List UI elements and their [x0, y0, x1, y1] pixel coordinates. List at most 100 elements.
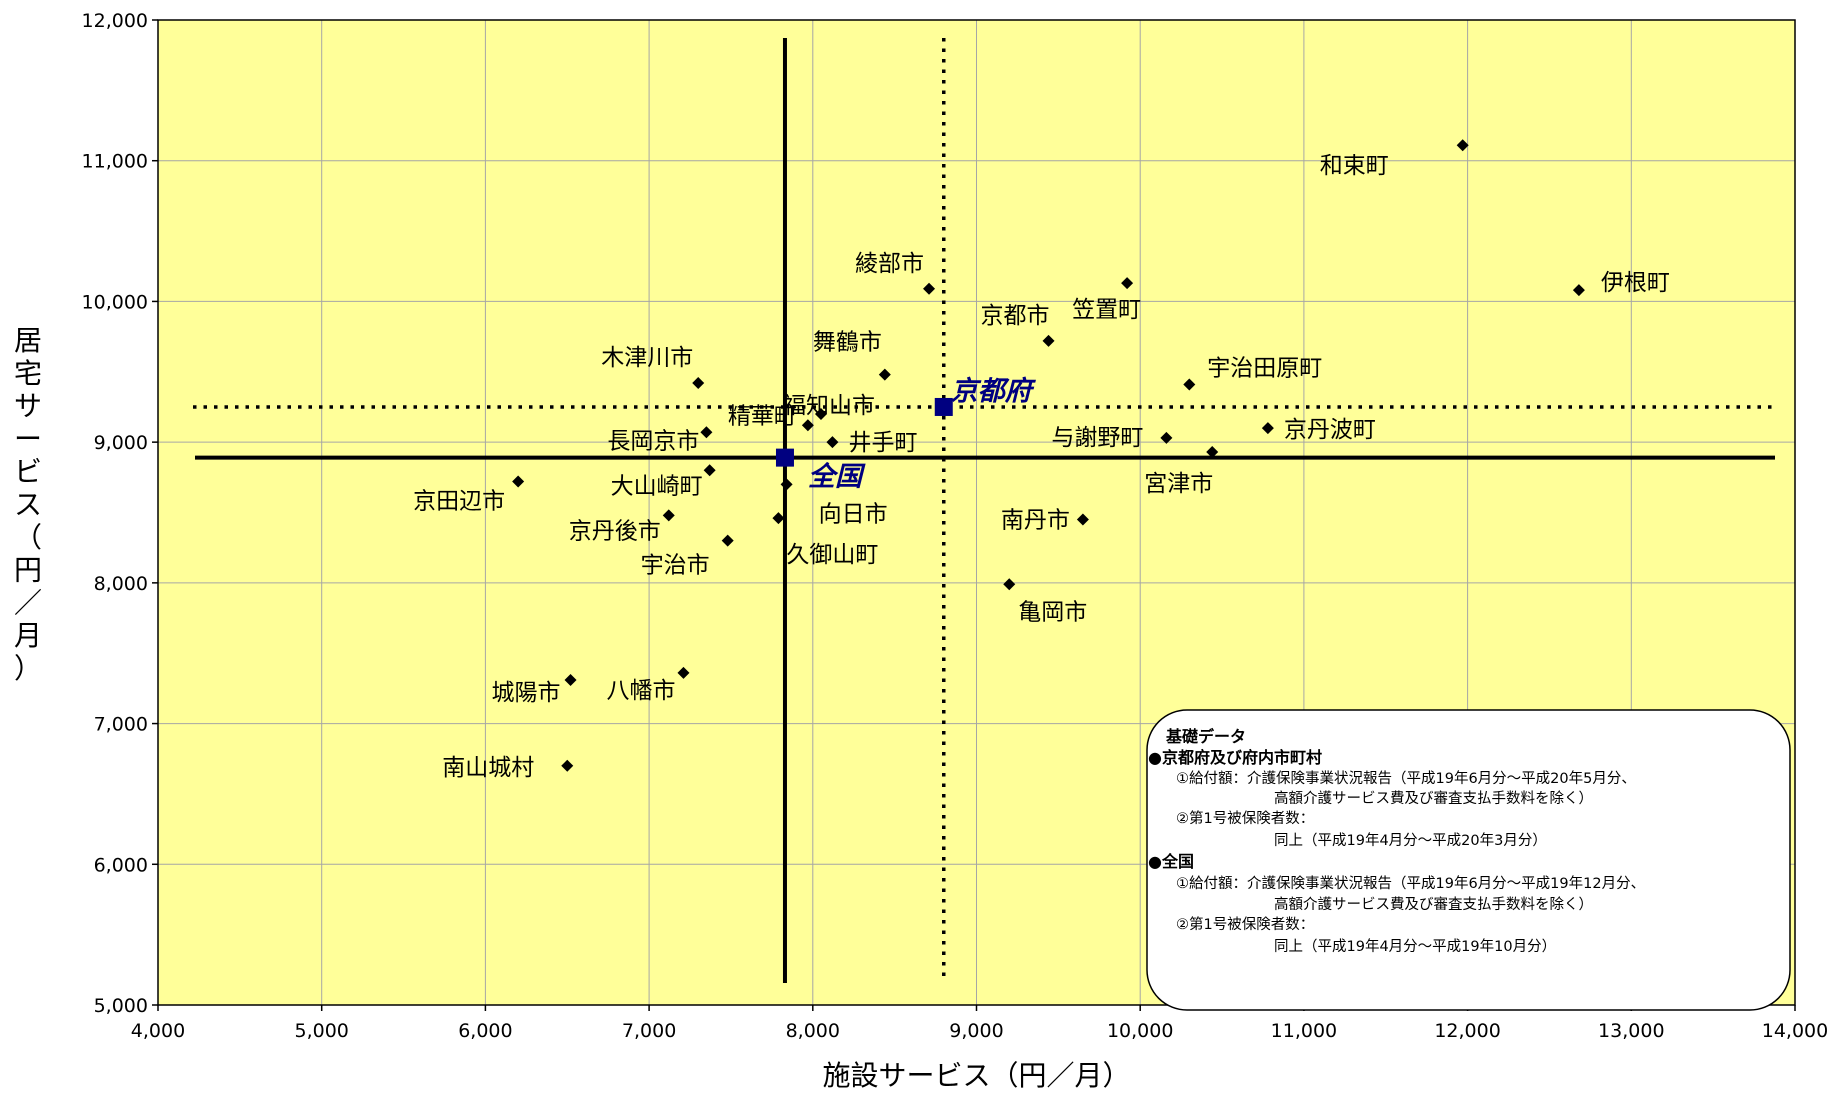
note-line: 高額介護サービス費及び審査支払手数料を除く）	[1274, 790, 1593, 807]
data-label: 京丹波町	[1284, 417, 1376, 443]
x-tick-label: 4,000	[131, 1020, 185, 1042]
data-label: 宇治市	[641, 553, 710, 579]
data-label: 綾部市	[855, 251, 924, 277]
data-label: 伊根町	[1601, 270, 1670, 296]
data-label: 城陽市	[492, 680, 561, 706]
data-point	[772, 512, 785, 525]
note-line: 同上（平成19年4月分～平成20年3月分）	[1274, 832, 1547, 849]
data-point	[801, 419, 814, 432]
y-axis-title: 居宅サービス（円／月）	[14, 324, 42, 685]
y-axis-title-char: ／	[14, 586, 42, 619]
y-tick-label: 8,000	[94, 573, 148, 595]
data-label: 与謝野町	[1051, 425, 1143, 451]
data-point	[512, 475, 525, 488]
y-tick-label: 10,000	[82, 291, 148, 313]
data-point	[677, 666, 690, 679]
x-tick-label: 11,000	[1271, 1020, 1337, 1042]
data-label: 南丹市	[1001, 508, 1070, 534]
y-tick-label: 9,000	[94, 432, 148, 454]
data-point	[1160, 431, 1173, 444]
data-label: 舞鶴市	[813, 330, 882, 356]
y-tick-label: 11,000	[82, 151, 148, 173]
y-axis-title-char: ）	[14, 652, 42, 685]
note-line: 高額介護サービス費及び審査支払手数料を除く）	[1274, 896, 1593, 913]
data-point	[780, 478, 793, 491]
data-label: 亀岡市	[1018, 599, 1087, 625]
data-point	[561, 759, 574, 772]
x-tick-label: 10,000	[1107, 1020, 1173, 1042]
reference-marker	[775, 448, 794, 467]
data-label: 京丹後市	[569, 518, 661, 544]
data-label: 向日市	[819, 501, 888, 527]
note-line: ●京都府及び府内市町村	[1148, 748, 1322, 767]
data-label: 京都市	[981, 303, 1050, 329]
data-point	[700, 426, 713, 439]
data-label: 久御山町	[786, 542, 878, 568]
data-point	[703, 464, 716, 477]
y-axis-title-char: 宅	[14, 357, 42, 390]
y-axis-title-char: 居	[14, 324, 42, 357]
data-label: 長岡京市	[607, 428, 699, 454]
x-axis-title: 施設サービス（円／月）	[822, 1059, 1130, 1092]
data-label: 南山城村	[442, 755, 534, 781]
y-axis-title-char: 円	[14, 554, 42, 587]
y-axis-title-char: （	[14, 521, 42, 554]
data-label: 精華町	[728, 403, 797, 429]
y-tick-label: 7,000	[94, 714, 148, 736]
x-tick-label: 6,000	[458, 1020, 512, 1042]
x-tick-label: 13,000	[1598, 1020, 1664, 1042]
x-tick-label: 7,000	[622, 1020, 676, 1042]
data-label: 八幡市	[606, 678, 675, 704]
y-axis-title-char: ー	[14, 422, 42, 455]
note-line: ①給付額：介護保険事業状況報告（平成19年6月分～平成19年12月分、	[1176, 875, 1645, 892]
y-tick-label: 6,000	[94, 854, 148, 876]
x-tick-label: 12,000	[1434, 1020, 1500, 1042]
y-tick-label: 5,000	[94, 995, 148, 1017]
data-label: 笠置町	[1072, 297, 1141, 323]
data-point	[1183, 378, 1196, 391]
data-point	[1003, 578, 1016, 591]
note-title: 基礎データ	[1165, 727, 1246, 746]
x-tick-label: 8,000	[786, 1020, 840, 1042]
note-line: ②第1号被保険者数：	[1176, 809, 1314, 827]
note-line: ②第1号被保険者数：	[1176, 915, 1314, 933]
data-label: 京田辺市	[413, 489, 505, 515]
x-tick-label: 14,000	[1762, 1020, 1828, 1042]
data-point	[721, 534, 734, 547]
data-label: 木津川市	[601, 345, 693, 371]
y-axis-title-char: ス	[14, 488, 42, 521]
data-label: 井手町	[848, 430, 917, 456]
data-point	[826, 436, 839, 449]
data-point	[1042, 334, 1055, 347]
data-label: 和束町	[1320, 153, 1389, 179]
y-axis-title-char: サ	[14, 390, 42, 423]
note-line: ①給付額：介護保険事業状況報告（平成19年6月分～平成20年5月分、	[1176, 770, 1636, 787]
note-box	[1146, 709, 1791, 1011]
reference-marker	[934, 397, 953, 416]
y-axis-title-char: 月	[14, 619, 42, 652]
data-point	[1206, 445, 1219, 458]
data-label: 大山崎町	[611, 473, 703, 499]
data-point	[692, 377, 705, 390]
data-point	[1121, 277, 1134, 290]
data-point	[923, 282, 936, 295]
data-point	[1076, 513, 1089, 526]
note-line: ●全国	[1148, 852, 1194, 871]
data-point	[814, 408, 827, 420]
data-point	[878, 368, 891, 381]
data-label: 宇治田原町	[1207, 355, 1322, 381]
data-point	[1261, 422, 1274, 435]
data-label: 宮津市	[1144, 471, 1213, 497]
x-tick-label: 5,000	[294, 1020, 348, 1042]
data-point	[1456, 139, 1469, 152]
note-line: 同上（平成19年4月分～平成19年10月分）	[1274, 938, 1556, 955]
x-tick-label: 9,000	[949, 1020, 1003, 1042]
data-point	[564, 673, 577, 686]
y-axis-title-char: ビ	[14, 455, 42, 488]
data-point	[662, 509, 675, 522]
reference-label: 京都府	[951, 376, 1037, 407]
data-label: 福知山市	[783, 393, 875, 419]
y-tick-label: 12,000	[82, 10, 148, 32]
data-point	[1572, 284, 1585, 297]
